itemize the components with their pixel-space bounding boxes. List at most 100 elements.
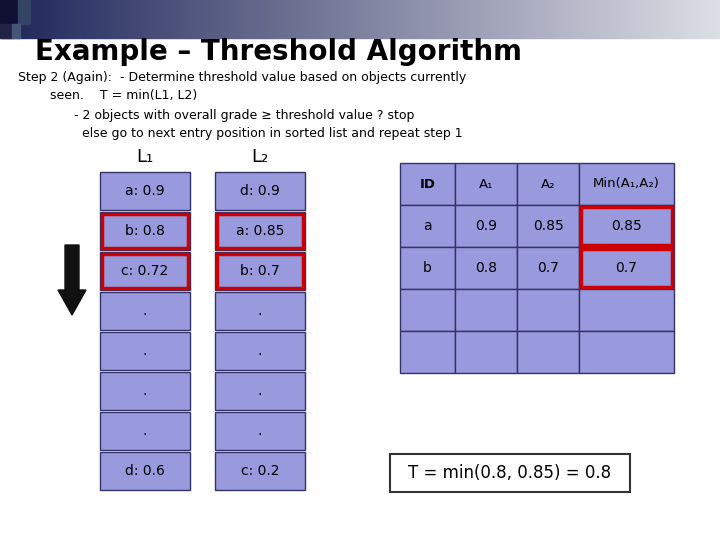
Text: .: . — [258, 384, 262, 398]
Bar — [292, 0, 295, 38]
Bar — [414, 0, 418, 38]
Bar — [457, 0, 461, 38]
Bar — [579, 163, 674, 205]
Bar — [497, 0, 500, 38]
Bar — [400, 247, 455, 289]
Bar — [544, 0, 547, 38]
Bar — [76, 0, 79, 38]
Bar — [288, 0, 292, 38]
Bar — [626, 0, 630, 38]
Bar — [79, 0, 83, 38]
Bar — [684, 0, 688, 38]
Bar — [655, 0, 659, 38]
Text: c: 0.72: c: 0.72 — [122, 264, 168, 278]
Bar — [407, 0, 410, 38]
Bar — [4, 0, 7, 38]
Bar — [266, 0, 270, 38]
Bar — [108, 0, 112, 38]
Text: seen.    T = min(L1, L2): seen. T = min(L1, L2) — [18, 90, 197, 103]
Bar — [115, 0, 119, 38]
Bar — [29, 0, 32, 38]
Bar — [371, 0, 374, 38]
Bar — [400, 0, 403, 38]
Bar — [360, 0, 364, 38]
Bar — [295, 0, 299, 38]
Text: d: 0.9: d: 0.9 — [240, 184, 280, 198]
Bar — [648, 0, 652, 38]
Bar — [605, 0, 608, 38]
Bar — [698, 0, 702, 38]
Bar — [572, 0, 576, 38]
Bar — [529, 0, 533, 38]
Bar — [151, 0, 155, 38]
Bar — [169, 0, 173, 38]
Bar — [644, 0, 648, 38]
Bar — [536, 0, 540, 38]
Bar — [400, 331, 455, 373]
Text: .: . — [143, 424, 147, 438]
Bar — [148, 0, 151, 38]
Bar — [100, 332, 190, 370]
Bar — [216, 0, 220, 38]
Bar — [0, 0, 18, 24]
Bar — [666, 0, 670, 38]
Bar — [119, 0, 122, 38]
Bar — [389, 0, 392, 38]
Bar — [551, 0, 554, 38]
Bar — [252, 0, 256, 38]
Bar — [364, 0, 367, 38]
Bar — [217, 254, 303, 288]
Bar — [608, 0, 612, 38]
Bar — [517, 247, 579, 289]
Bar — [11, 0, 14, 38]
Bar — [500, 0, 504, 38]
Text: b: 0.8: b: 0.8 — [125, 224, 165, 238]
Bar — [486, 0, 490, 38]
Bar — [234, 0, 238, 38]
Text: Example – Threshold Algorithm: Example – Threshold Algorithm — [35, 38, 522, 66]
Text: 0.7: 0.7 — [537, 261, 559, 275]
Bar — [61, 0, 65, 38]
Bar — [517, 331, 579, 373]
Text: .: . — [258, 344, 262, 358]
Bar — [670, 0, 673, 38]
Bar — [565, 0, 569, 38]
Bar — [356, 0, 360, 38]
Bar — [202, 0, 205, 38]
Bar — [677, 0, 680, 38]
Bar — [400, 163, 455, 205]
Bar — [43, 0, 47, 38]
Bar — [569, 0, 572, 38]
Bar — [100, 252, 190, 290]
Bar — [274, 0, 277, 38]
Bar — [101, 0, 104, 38]
Bar — [464, 0, 468, 38]
Bar — [482, 0, 486, 38]
Bar — [562, 0, 565, 38]
Text: a: 0.9: a: 0.9 — [125, 184, 165, 198]
Bar — [688, 0, 691, 38]
Bar — [455, 163, 517, 205]
Text: A₁: A₁ — [479, 178, 493, 191]
Bar — [367, 0, 371, 38]
Bar — [581, 207, 672, 245]
Bar — [558, 0, 562, 38]
Bar — [263, 0, 266, 38]
Bar — [612, 0, 616, 38]
Bar — [18, 0, 30, 24]
FancyArrow shape — [58, 245, 86, 315]
Text: L₂: L₂ — [251, 148, 269, 166]
Bar — [576, 0, 580, 38]
Bar — [97, 0, 101, 38]
Bar — [306, 0, 310, 38]
Bar — [421, 0, 425, 38]
Bar — [83, 0, 86, 38]
Bar — [479, 0, 482, 38]
Bar — [662, 0, 666, 38]
Bar — [342, 0, 346, 38]
Bar — [579, 331, 674, 373]
Bar — [215, 452, 305, 490]
Bar — [706, 0, 709, 38]
Text: d: 0.6: d: 0.6 — [125, 464, 165, 478]
Text: - 2 objects with overall grade ≥ threshold value ? stop: - 2 objects with overall grade ≥ thresho… — [18, 110, 415, 123]
